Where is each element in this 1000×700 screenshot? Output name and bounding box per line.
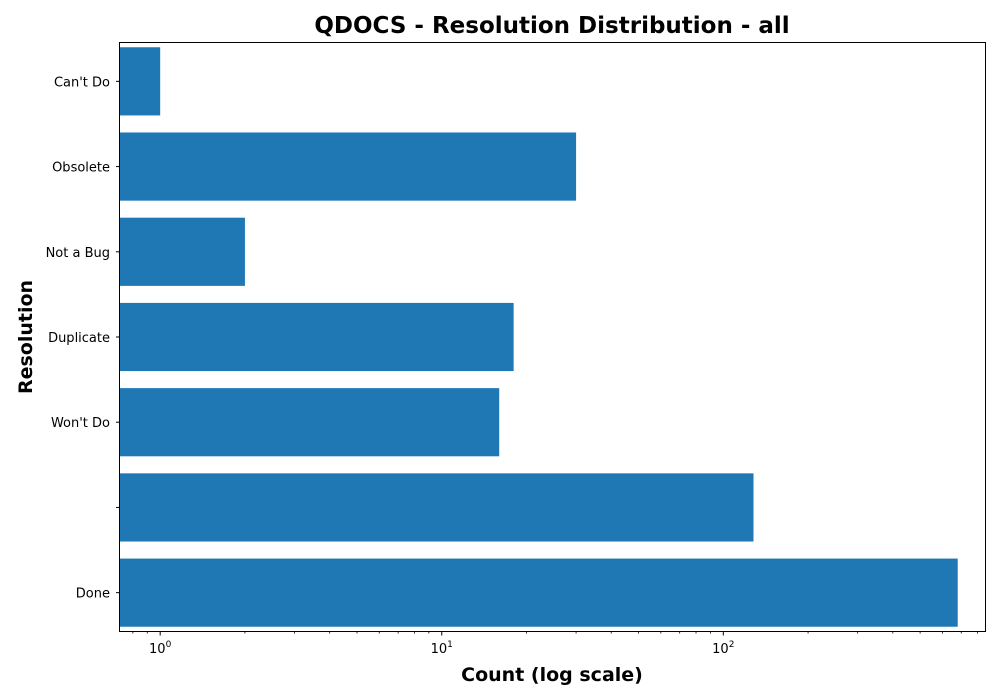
y-tick-label: Duplicate [48, 331, 110, 346]
y-tick-label: Can't Do [54, 75, 110, 90]
bar [120, 132, 577, 201]
chart-title: QDOCS - Resolution Distribution - all [314, 13, 789, 39]
bar [120, 473, 754, 542]
y-tick-label: Won't Do [51, 416, 110, 431]
y-axis-label: Resolution [15, 280, 37, 394]
x-tick-label: 102 [712, 640, 734, 657]
bars-group [120, 47, 958, 627]
y-axis: Done Won't Do Duplicate Not a Bug Obsolete Ca… [46, 75, 120, 602]
x-tick-label: 100 [149, 640, 172, 657]
bar [120, 302, 514, 372]
bar [120, 47, 161, 116]
x-axis-label: Count (log scale) [461, 664, 643, 686]
bar [120, 217, 245, 286]
y-tick-label: Not a Bug [46, 246, 110, 261]
y-tick-label: Done [76, 587, 110, 602]
bar [120, 558, 958, 627]
bar [120, 388, 500, 457]
x-axis: 100 101 102 [132, 631, 978, 657]
x-tick-label: 101 [431, 640, 453, 657]
y-tick-label: Obsolete [52, 161, 110, 176]
